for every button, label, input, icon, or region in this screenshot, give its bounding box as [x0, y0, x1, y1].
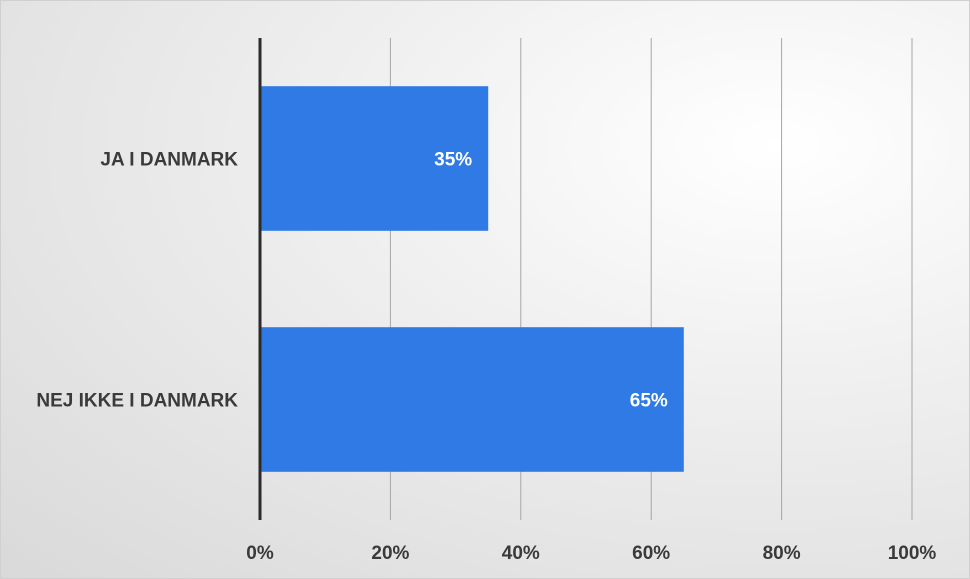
category-label-1: NEJ IKKE I DANMARK: [36, 391, 238, 412]
data-label-1: 65%: [630, 391, 668, 412]
x-tick-label-80: 80%: [763, 543, 801, 564]
x-tick-label-100: 100%: [888, 543, 937, 564]
labels: 35% JA I DANMARK 65% NEJ IKKE I DANMARK 0% 20…: [36, 150, 936, 565]
bar-1: [260, 327, 684, 472]
x-tick-label-0: 0%: [246, 543, 274, 564]
data-label-0: 35%: [434, 150, 472, 171]
x-tick-label-20: 20%: [371, 543, 409, 564]
category-label-0: JA I DANMARK: [100, 150, 238, 171]
bar-0: [260, 86, 489, 231]
x-tick-label-60: 60%: [632, 543, 670, 564]
x-tick-label-40: 40%: [502, 543, 540, 564]
bars: [260, 86, 684, 472]
